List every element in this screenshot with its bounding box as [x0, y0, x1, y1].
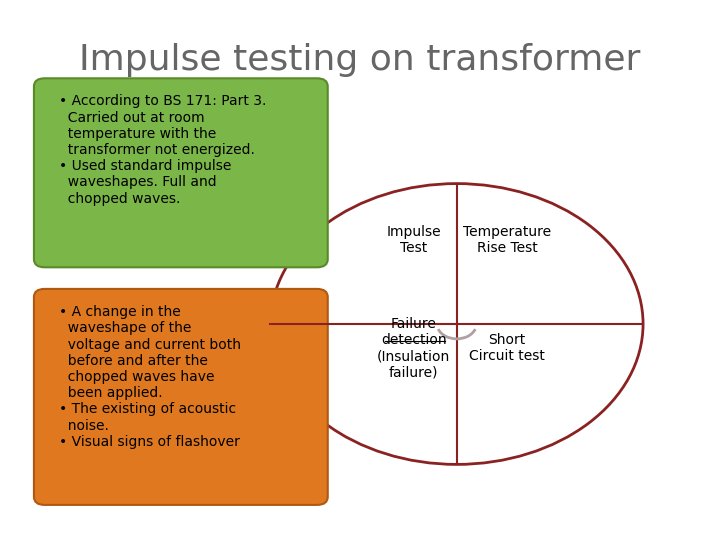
- Text: • A change in the
  waveshape of the
  voltage and current both
  before and aft: • A change in the waveshape of the volta…: [59, 305, 241, 449]
- FancyBboxPatch shape: [34, 289, 328, 505]
- Circle shape: [271, 184, 643, 464]
- Text: Temperature
Rise Test: Temperature Rise Test: [463, 225, 551, 255]
- Text: • According to BS 171: Part 3.
  Carried out at room
  temperature with the
  tr: • According to BS 171: Part 3. Carried o…: [59, 94, 266, 206]
- Text: Impulse
Test: Impulse Test: [387, 225, 441, 255]
- Text: Impulse testing on transformer: Impulse testing on transformer: [79, 43, 641, 77]
- Text: (Insulation
failure): (Insulation failure): [377, 349, 451, 380]
- Text: Failure
detection: Failure detection: [381, 317, 446, 347]
- FancyBboxPatch shape: [34, 78, 328, 267]
- Text: Short
Circuit test: Short Circuit test: [469, 333, 545, 363]
